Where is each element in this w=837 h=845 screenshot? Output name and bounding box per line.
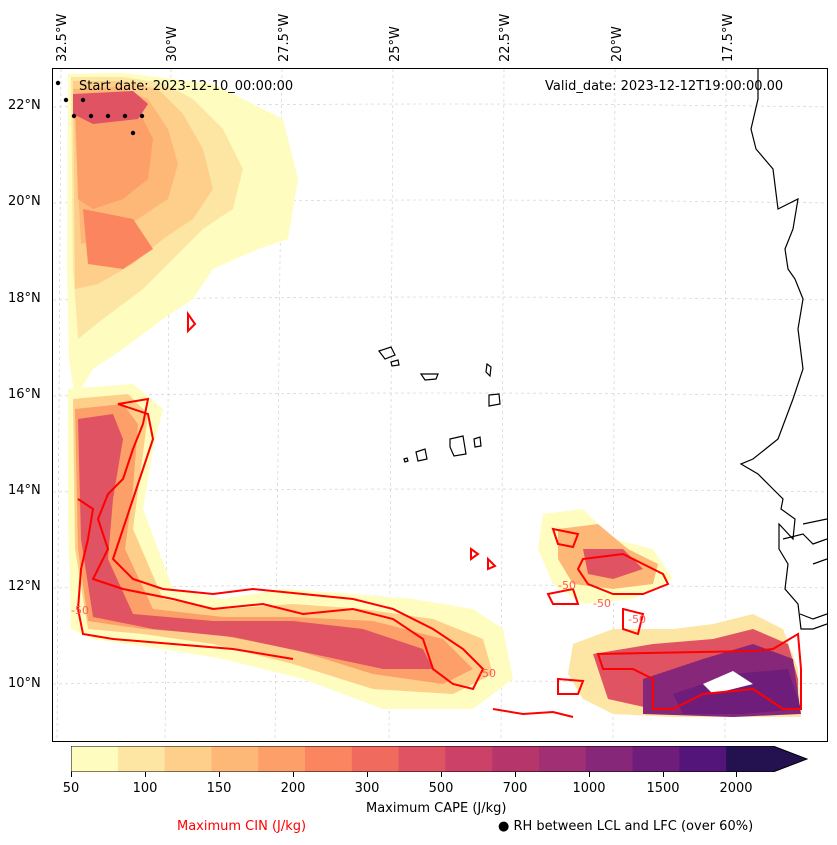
colorbar-segment [351,746,400,772]
colorbar-segment [398,746,446,772]
colorbar-segment [492,746,540,772]
rh-dots [55,80,145,136]
colorbar-segment [679,746,727,772]
lon-label-27-5w: 27.5°W [277,13,292,62]
lat-label-22n: 22°N [8,98,41,113]
cape-region-northwest [67,73,298,399]
colorbar-segment [71,746,119,772]
colorbar-segment [632,746,680,772]
contour-label: -50 [593,597,611,610]
colorbar-tick-label: 1500 [646,781,680,796]
lon-label-30w: 30°W [165,26,180,62]
colorbar-tick-label: 200 [280,781,306,796]
colorbar-tick-label: 1000 [572,781,606,796]
rh-dot-icon: ● [498,819,510,834]
lat-label-20n: 20°N [8,194,41,209]
coastlines [378,69,827,630]
map-canvas: -50 -50 -50 -50 -50 [53,69,827,741]
cape-region-west-band [68,384,513,709]
colorbar-segment [164,746,212,772]
colorbar-segment [305,746,353,772]
lat-label-10n: 10°N [8,676,41,691]
contour-label: -50 [558,579,576,592]
colorbar-tick-label: 2000 [719,781,753,796]
cin-contours [76,310,802,718]
colorbar-segment [585,746,634,772]
contour-label: -50 [478,667,496,680]
map-panel: -50 -50 -50 -50 -50 [52,68,828,742]
lat-label-16n: 16°N [8,387,41,402]
contour-label: -50 [628,613,646,626]
colorbar [71,746,808,772]
valid-date-label: Valid_date: 2023-12-12T19:00:00.00 [545,79,784,94]
lat-label-12n: 12°N [8,579,41,594]
colorbar-tick-label: 50 [62,781,80,796]
colorbar-segment [258,746,306,772]
contour-label: -50 [71,604,89,617]
cin-legend-label: Maximum CIN (J/kg) [177,819,307,834]
lat-label-14n: 14°N [8,483,41,498]
lon-label-17-5w: 17.5°W [721,13,736,62]
colorbar-segment [539,746,587,772]
lon-label-22-5w: 22.5°W [498,13,513,62]
cape-region-east [538,509,801,717]
colorbar-segment [445,746,493,772]
colorbar-segment [211,746,259,772]
colorbar-tick-label: 150 [206,781,232,796]
rh-legend-label: RH between LCL and LFC (over 60%) [513,819,754,834]
contour-labels: -50 -50 -50 -50 -50 [71,579,646,680]
colorbar-extend-arrow [726,746,807,772]
colorbar-tick-label: 100 [132,781,158,796]
lon-label-32-5w: 32.5°W [55,13,70,62]
start-date-label: Start date: 2023-12-10_00:00:00 [79,79,294,94]
colorbar-label: Maximum CAPE (J/kg) [366,801,507,816]
lon-label-25w: 25°W [388,26,403,62]
lon-label-20w: 20°W [610,26,625,62]
colorbar-segment [117,746,166,772]
colorbar-tick-label: 300 [354,781,380,796]
rh-legend: ● RH between LCL and LFC (over 60%) [498,819,753,834]
colorbar-tick-label: 500 [428,781,454,796]
lat-label-18n: 18°N [8,291,41,306]
colorbar-tick-label: 700 [502,781,528,796]
